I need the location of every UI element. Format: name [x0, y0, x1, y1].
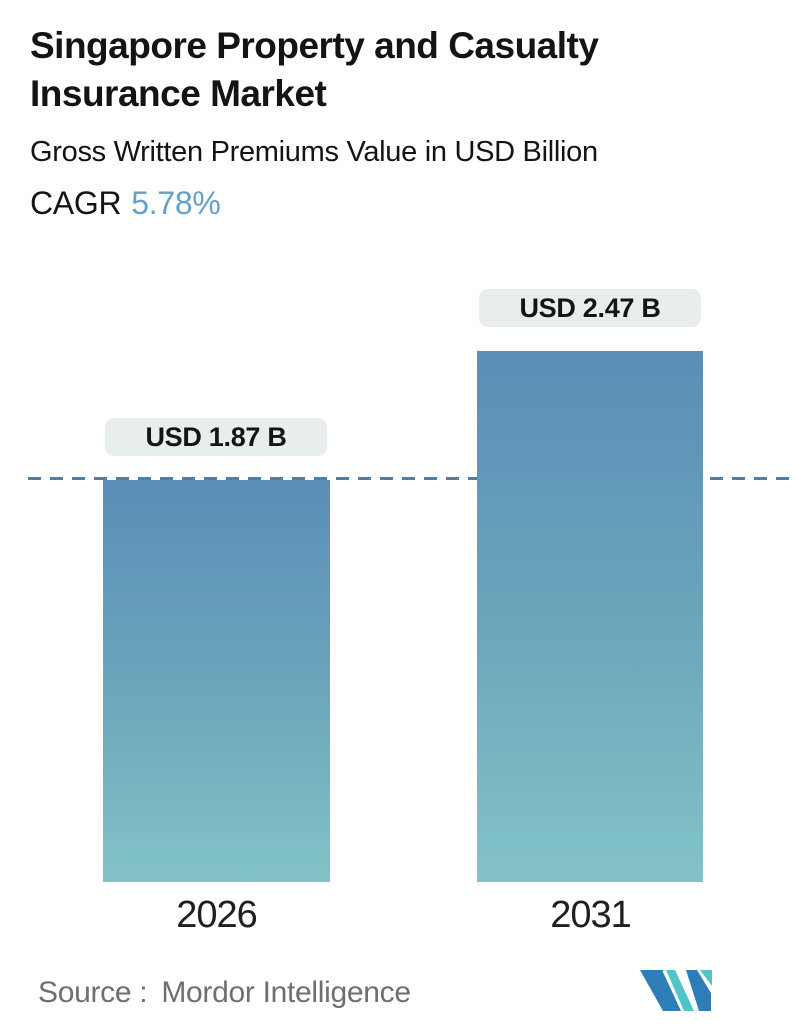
source-value: Mordor Intelligence [161, 976, 411, 1009]
source-credit: Source : Mordor Intelligence [38, 976, 411, 1010]
cagr-value: 5.78% [131, 185, 221, 221]
cagr-label: CAGR [30, 185, 122, 221]
bar-2026 [103, 480, 330, 882]
source-label: Source : [38, 976, 148, 1009]
value-label-text: USD 1.87 B [145, 421, 287, 452]
value-label-bubble-2026: USD 1.87 B [105, 418, 327, 456]
value-label-text: USD 2.47 B [519, 292, 661, 323]
value-label-bubble-2031: USD 2.47 B [479, 289, 701, 327]
axis-label-2026: 2026 [176, 894, 258, 936]
chart-subtitle: Gross Written Premiums Value in USD Bill… [30, 136, 598, 168]
bar-2031 [477, 351, 703, 882]
axis-label-2031: 2031 [550, 894, 632, 936]
cagr-line: CAGR 5.78% [30, 184, 221, 222]
chart-title: Singapore Property and Casualty Insuranc… [30, 25, 599, 114]
mordor-intelligence-logo [640, 970, 712, 1011]
reference-dashed-line [28, 477, 792, 480]
